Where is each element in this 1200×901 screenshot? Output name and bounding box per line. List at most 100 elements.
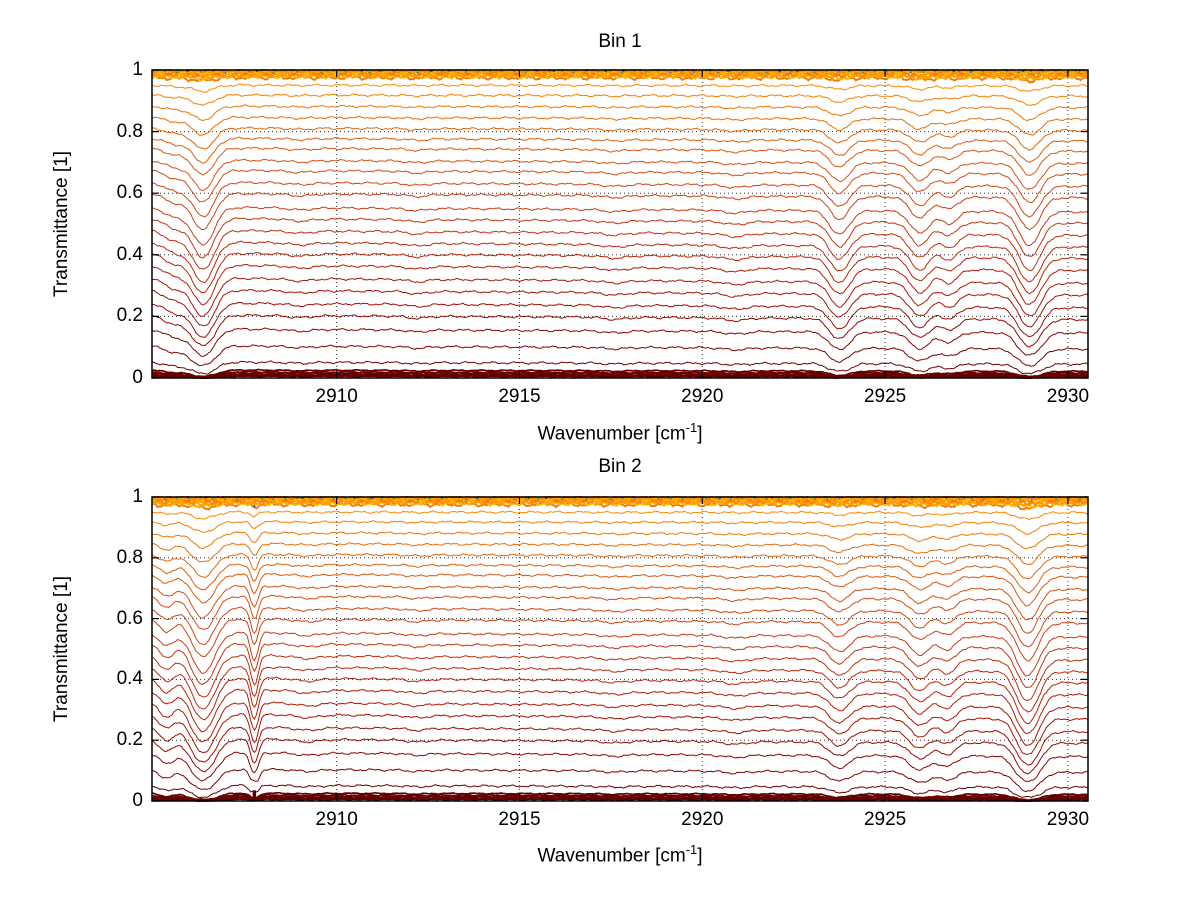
spectrum-curve bbox=[151, 327, 1089, 357]
x-tick-label: 2915 bbox=[498, 809, 541, 830]
spectrum-curve bbox=[151, 313, 1089, 348]
axes-frame bbox=[151, 69, 1089, 379]
spectrum-curve bbox=[151, 701, 1089, 746]
x-tick-label: 2915 bbox=[498, 386, 541, 407]
spectrum-curve bbox=[151, 93, 1089, 106]
axes-box bbox=[151, 69, 1089, 379]
y-tick-label: 0.8 bbox=[116, 546, 143, 568]
y-tick-label: 0.6 bbox=[116, 182, 143, 204]
spectrum-curve bbox=[151, 783, 1089, 799]
y-tick-label: 1 bbox=[132, 59, 143, 80]
spectrum-curve bbox=[151, 360, 1089, 375]
y-tick-label: 0.8 bbox=[116, 120, 143, 142]
y-tick-label: 0 bbox=[132, 367, 143, 388]
x-tick-label: 2920 bbox=[681, 809, 724, 830]
spectrum-curve bbox=[152, 531, 1089, 550]
panel2-title: Bin 2 bbox=[598, 456, 642, 477]
spectrum-curve bbox=[151, 642, 1089, 689]
panel1-xlabel-text: Wavenumber [cm bbox=[537, 423, 686, 445]
spectrum-curve bbox=[151, 276, 1089, 317]
spectrum-curve bbox=[151, 542, 1089, 566]
y-tick-label: 0.4 bbox=[116, 243, 143, 265]
panel1-xlabel-sup: -1 bbox=[685, 420, 698, 435]
spectrum-curve bbox=[151, 168, 1089, 204]
spectrum-curve bbox=[151, 631, 1089, 677]
spectrum-curve bbox=[151, 251, 1089, 295]
spectrum-curve bbox=[151, 344, 1089, 367]
spectrum-curve bbox=[151, 562, 1089, 594]
spectrum-curve bbox=[151, 767, 1089, 793]
y-tick-label: 0 bbox=[132, 790, 143, 811]
spectrum-curve bbox=[151, 83, 1089, 93]
spectrum-curve bbox=[151, 510, 1089, 521]
spectrum-curve bbox=[151, 136, 1089, 164]
grid-lines bbox=[152, 70, 1088, 378]
axes-box bbox=[151, 496, 1089, 802]
x-tick-label: 2930 bbox=[1046, 809, 1090, 830]
spectrum-curve bbox=[151, 594, 1089, 634]
spectrum-curve bbox=[151, 229, 1089, 272]
spectrum-curve bbox=[151, 288, 1089, 328]
spectrum-curve bbox=[151, 192, 1089, 231]
panel2-xlabel-sup: -1 bbox=[685, 842, 698, 857]
panel1-ylabel: Transmittance [1] bbox=[51, 150, 72, 298]
spectrum-curve bbox=[151, 725, 1089, 766]
spectrum-curve bbox=[151, 572, 1089, 607]
spectrum-curve bbox=[151, 146, 1089, 176]
panel1-xlabel-close: ] bbox=[697, 423, 703, 445]
y-tick-label: 0.2 bbox=[116, 305, 143, 327]
x-tick-label: 2925 bbox=[863, 809, 907, 830]
spectrum-curve bbox=[151, 584, 1089, 621]
x-tick-label: 2930 bbox=[1046, 386, 1090, 407]
spectrum-curve bbox=[151, 617, 1089, 662]
spectrum-curve bbox=[151, 71, 1089, 81]
panel2-xlabel: Wavenumber [cm-1] bbox=[152, 842, 1088, 867]
grid-lines bbox=[152, 497, 1088, 801]
spectrum-curve bbox=[151, 115, 1089, 136]
spectrum-curve bbox=[151, 737, 1088, 775]
spectrum-curve bbox=[151, 240, 1089, 284]
spectrum-curve bbox=[151, 688, 1089, 735]
spectrum-curve bbox=[151, 217, 1089, 259]
spectrum-curve bbox=[151, 180, 1089, 218]
spectrum-curve bbox=[151, 791, 1089, 802]
spectrum-curve bbox=[151, 158, 1089, 192]
x-tick-label: 2925 bbox=[863, 386, 907, 407]
x-tick-label: 2910 bbox=[315, 809, 358, 830]
panel-1-plot bbox=[151, 68, 1089, 379]
panel2-xlabel-close: ] bbox=[697, 845, 703, 867]
y-tick-label: 1 bbox=[132, 486, 143, 507]
panel2-ylabel: Transmittance [1] bbox=[51, 575, 72, 723]
spectrum-curve bbox=[151, 606, 1089, 648]
spectrum-curve bbox=[151, 713, 1089, 755]
spectrum-curve bbox=[151, 665, 1089, 713]
spectra-curves bbox=[151, 68, 1089, 379]
y-tick-label: 0.4 bbox=[116, 668, 143, 690]
spectrum-curve bbox=[151, 301, 1089, 338]
x-tick-label: 2910 bbox=[315, 386, 358, 407]
spectrum-curve bbox=[151, 205, 1089, 247]
panel2-xlabel-text: Wavenumber [cm bbox=[537, 845, 686, 867]
panel1-xlabel: Wavenumber [cm-1] bbox=[152, 420, 1088, 445]
spectrum-curve bbox=[151, 126, 1088, 151]
x-tick-label: 2920 bbox=[681, 386, 724, 407]
y-tick-label: 0.6 bbox=[116, 607, 143, 629]
axes-frame bbox=[151, 496, 1089, 802]
tick-marks bbox=[152, 69, 1088, 379]
spectrum-curve bbox=[151, 751, 1089, 782]
spectrum-curve bbox=[151, 653, 1089, 702]
spectrum-curve bbox=[151, 368, 1089, 378]
spectrum-curve bbox=[151, 552, 1089, 580]
spectrum-curve bbox=[151, 370, 1089, 379]
spectrum-curve bbox=[151, 676, 1089, 725]
spectrum-curve bbox=[151, 263, 1089, 306]
y-tick-label: 0.2 bbox=[116, 729, 143, 751]
spectra-curves bbox=[151, 495, 1089, 802]
tick-marks bbox=[152, 496, 1088, 802]
spectrum-curve bbox=[151, 519, 1089, 535]
panel1-title: Bin 1 bbox=[598, 31, 642, 52]
spectrum-curve bbox=[151, 104, 1089, 122]
panel-2-plot bbox=[151, 495, 1089, 802]
